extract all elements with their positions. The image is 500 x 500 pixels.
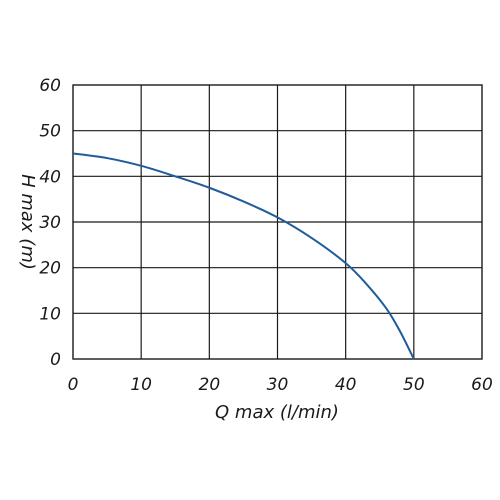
x-tick-label: 20 xyxy=(199,375,221,395)
y-tick-label: 0 xyxy=(50,350,61,370)
x-axis-label: Q max (l/min) xyxy=(215,402,339,423)
y-tick-label: 60 xyxy=(39,76,61,96)
x-tick-label: 30 xyxy=(267,375,289,395)
y-tick-label: 30 xyxy=(39,213,61,233)
x-tick-label: 40 xyxy=(335,375,357,395)
y-axis-label: H max (m) xyxy=(17,174,38,270)
performance-curve-line xyxy=(72,152,415,360)
x-tick-label: 60 xyxy=(471,375,493,395)
x-tick-label: 50 xyxy=(403,375,425,395)
x-tick-label: 0 xyxy=(68,375,79,395)
plot-area-frame xyxy=(72,84,483,360)
y-tick-labels: 0 10 20 30 40 50 60 xyxy=(39,76,61,370)
y-tick-label: 40 xyxy=(39,167,61,187)
y-tick-label: 20 xyxy=(39,259,61,279)
x-tick-labels: 0 10 20 30 40 50 60 xyxy=(68,375,493,395)
x-tick-label: 10 xyxy=(130,375,152,395)
series-layer xyxy=(72,152,415,360)
y-tick-label: 50 xyxy=(39,122,61,142)
grid-lines xyxy=(73,85,482,359)
y-tick-label: 10 xyxy=(39,304,61,324)
